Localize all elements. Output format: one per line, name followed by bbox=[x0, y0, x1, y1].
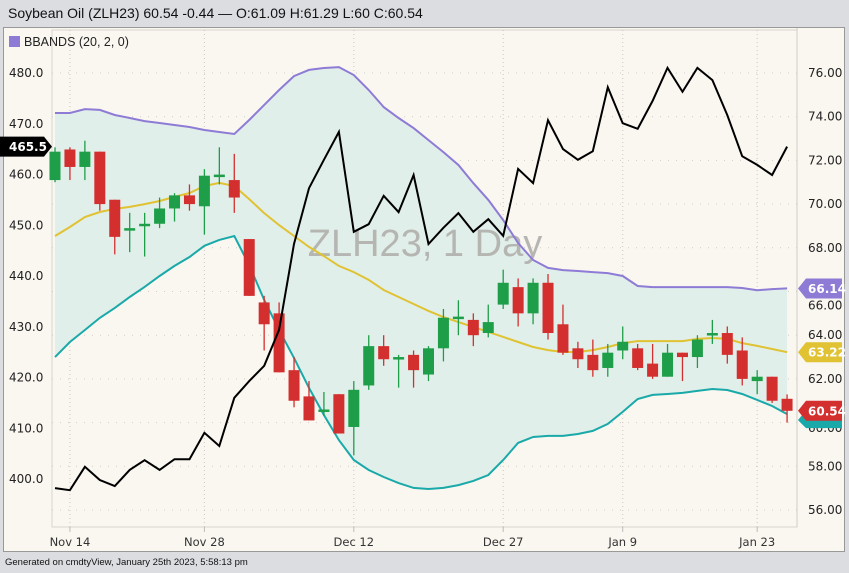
candles bbox=[49, 140, 793, 456]
candle-body bbox=[721, 333, 733, 355]
right-tick-label: 66.00 bbox=[808, 298, 842, 312]
bband-lower-line bbox=[54, 234, 788, 491]
left-tick-label: 440.0 bbox=[9, 269, 43, 283]
candle-body bbox=[662, 352, 674, 377]
right-tick-label: 76.00 bbox=[808, 66, 842, 80]
left-tick-label: 450.0 bbox=[9, 218, 43, 232]
candle-body bbox=[736, 350, 748, 379]
overlay-last-tag: 465.5 bbox=[9, 140, 47, 154]
candle-body bbox=[348, 389, 360, 427]
candle-body bbox=[64, 149, 76, 167]
left-tick-label: 400.0 bbox=[9, 472, 43, 486]
candle-body bbox=[139, 223, 151, 227]
candle-body bbox=[109, 199, 121, 237]
last-price-tag: 60.54 bbox=[808, 404, 846, 418]
middle-band-tag-bg bbox=[798, 342, 842, 363]
middle-band-tag: 63.22 bbox=[808, 346, 846, 360]
candle-body bbox=[124, 228, 136, 231]
candle-body bbox=[243, 239, 255, 296]
footer-text: Generated on cmdtyView, January 25th 202… bbox=[5, 557, 248, 568]
candle-body bbox=[497, 282, 509, 305]
candle-body bbox=[228, 180, 240, 198]
candle-body bbox=[452, 316, 464, 320]
right-tick-label: 56.00 bbox=[808, 503, 842, 517]
left-tick-label: 470.0 bbox=[9, 117, 43, 131]
x-tick-label: Jan 23 bbox=[738, 535, 775, 549]
right-tick-label: 62.00 bbox=[808, 372, 842, 386]
candle-body bbox=[542, 282, 554, 334]
candle-body bbox=[408, 354, 420, 371]
candle-body bbox=[393, 357, 405, 360]
candle-body bbox=[288, 370, 300, 401]
candle-body bbox=[587, 354, 599, 371]
x-tick-label: Dec 12 bbox=[334, 535, 375, 549]
left-tick-label: 480.0 bbox=[9, 66, 43, 80]
candle-body bbox=[632, 348, 644, 368]
x-axis: Nov 14 Nov 28 Dec 12 Dec 27 Jan 9 Jan 23 bbox=[50, 527, 775, 549]
candle-body bbox=[527, 282, 539, 314]
x-tick-label: Nov 28 bbox=[184, 535, 225, 549]
overlay-tag-bg bbox=[0, 136, 52, 157]
x-tick-label: Nov 14 bbox=[50, 535, 91, 549]
candle-body bbox=[676, 352, 688, 358]
candle-body bbox=[49, 151, 61, 181]
candle-body bbox=[766, 376, 778, 401]
candle-body bbox=[781, 398, 793, 411]
candle-body bbox=[378, 346, 390, 360]
candle-body bbox=[154, 208, 166, 224]
legend-swatch bbox=[9, 36, 20, 47]
candle-body bbox=[213, 174, 225, 178]
candle-body bbox=[467, 319, 479, 336]
last-value-tags: 66.14 63.22 60.54 465.5 bbox=[0, 136, 846, 429]
left-tick-label: 430.0 bbox=[9, 320, 43, 334]
band-fill bbox=[55, 67, 788, 490]
left-axis: 480.0 470.0 460.0 450.0 440.0 430.0 420.0 410.0… bbox=[9, 66, 43, 486]
candle-body bbox=[333, 394, 345, 434]
overlay-line bbox=[54, 65, 788, 492]
candle-body bbox=[706, 333, 718, 336]
candle-body bbox=[512, 287, 524, 314]
chart-title: Soybean Oil (ZLH23) 60.54 -0.44 — O:61.0… bbox=[8, 5, 423, 21]
candle-body bbox=[79, 151, 91, 167]
x-tick-label: Jan 9 bbox=[607, 535, 637, 549]
candle-body bbox=[198, 175, 210, 207]
candle-body bbox=[303, 396, 315, 421]
left-tick-label: 410.0 bbox=[9, 421, 43, 435]
candle-body bbox=[437, 317, 449, 349]
left-tick-label: 460.0 bbox=[9, 168, 43, 182]
candle-body bbox=[183, 195, 195, 205]
right-tick-label: 72.00 bbox=[808, 153, 842, 167]
right-tick-label: 58.00 bbox=[808, 459, 842, 473]
last-price-tag-bg bbox=[798, 400, 842, 421]
candle-body bbox=[751, 376, 763, 382]
candle-body bbox=[423, 348, 434, 375]
legend-label[interactable]: BBANDS (20, 2, 0) bbox=[24, 35, 129, 49]
right-tick-label: 68.00 bbox=[808, 241, 842, 255]
candle-body bbox=[94, 151, 106, 205]
candle-body bbox=[647, 363, 659, 377]
candle-body bbox=[602, 352, 614, 368]
candle-body bbox=[691, 339, 703, 358]
upper-band-tag: 66.14 bbox=[808, 282, 846, 296]
right-tick-label: 70.00 bbox=[808, 197, 842, 211]
candle-body bbox=[363, 346, 375, 386]
right-tick-label: 74.00 bbox=[808, 110, 842, 124]
right-tick-label: 64.00 bbox=[808, 328, 842, 342]
candle-body bbox=[557, 324, 569, 353]
candle-body bbox=[572, 348, 584, 360]
upper-band-tag-bg bbox=[798, 278, 842, 299]
candle-body bbox=[617, 341, 629, 351]
candle-body bbox=[169, 195, 181, 209]
x-tick-label: Dec 27 bbox=[483, 535, 524, 549]
candle-body bbox=[318, 409, 330, 412]
candle-body bbox=[273, 313, 285, 373]
bband-upper-line bbox=[55, 66, 788, 292]
left-tick-label: 420.0 bbox=[9, 371, 43, 385]
candle-body bbox=[482, 322, 494, 334]
candle-body bbox=[258, 302, 270, 325]
